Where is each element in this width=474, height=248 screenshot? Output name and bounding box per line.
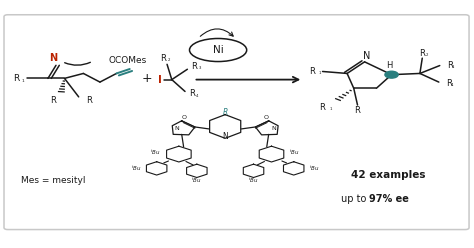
Text: O: O [182, 115, 187, 120]
Text: R: R [13, 74, 19, 83]
Text: $^1$: $^1$ [20, 78, 25, 84]
Text: OCOMes: OCOMes [109, 56, 146, 65]
Text: $^2$: $^2$ [425, 53, 429, 58]
Text: R: R [447, 61, 453, 70]
Text: Mes = mesityl: Mes = mesityl [20, 176, 85, 185]
Text: R: R [50, 96, 55, 105]
Text: R: R [86, 96, 92, 105]
Text: 42 examples: 42 examples [351, 170, 426, 180]
Text: N: N [363, 51, 371, 61]
Text: $^4$: $^4$ [450, 83, 455, 88]
Text: N: N [222, 132, 228, 141]
Text: O: O [264, 115, 269, 120]
Text: N: N [174, 126, 179, 131]
Text: $^tBu$: $^tBu$ [150, 148, 161, 157]
Text: $^tBu$: $^tBu$ [191, 176, 202, 185]
Text: $^tBu$: $^tBu$ [309, 164, 319, 173]
Text: $^4$: $^4$ [195, 93, 200, 98]
Text: up to: up to [341, 194, 369, 204]
Text: $^tBu$: $^tBu$ [290, 148, 300, 157]
Text: R: R [160, 54, 166, 63]
Circle shape [385, 71, 398, 78]
Text: R: R [319, 103, 325, 113]
Text: +: + [142, 72, 153, 85]
Text: R: R [309, 67, 315, 76]
Text: $^2$: $^2$ [166, 58, 171, 63]
Text: $^tBu$: $^tBu$ [131, 164, 142, 173]
Text: $^tBu$: $^tBu$ [248, 176, 259, 185]
Text: R: R [223, 108, 228, 117]
Text: Ni: Ni [213, 45, 223, 55]
Text: $^3$: $^3$ [198, 65, 202, 70]
Text: I: I [158, 75, 163, 85]
Text: H: H [386, 61, 392, 70]
Text: R: R [419, 49, 425, 58]
Text: $^1$: $^1$ [318, 71, 322, 76]
Text: $^3$: $^3$ [451, 65, 455, 70]
Text: $^1$: $^1$ [328, 107, 333, 112]
Text: R: R [189, 90, 195, 98]
FancyBboxPatch shape [4, 15, 469, 230]
Text: N: N [50, 53, 58, 63]
Text: R: R [355, 106, 360, 115]
Text: N: N [271, 126, 276, 131]
Text: R: R [447, 79, 452, 88]
Text: R: R [191, 62, 197, 71]
Text: 97% ee: 97% ee [369, 194, 409, 204]
